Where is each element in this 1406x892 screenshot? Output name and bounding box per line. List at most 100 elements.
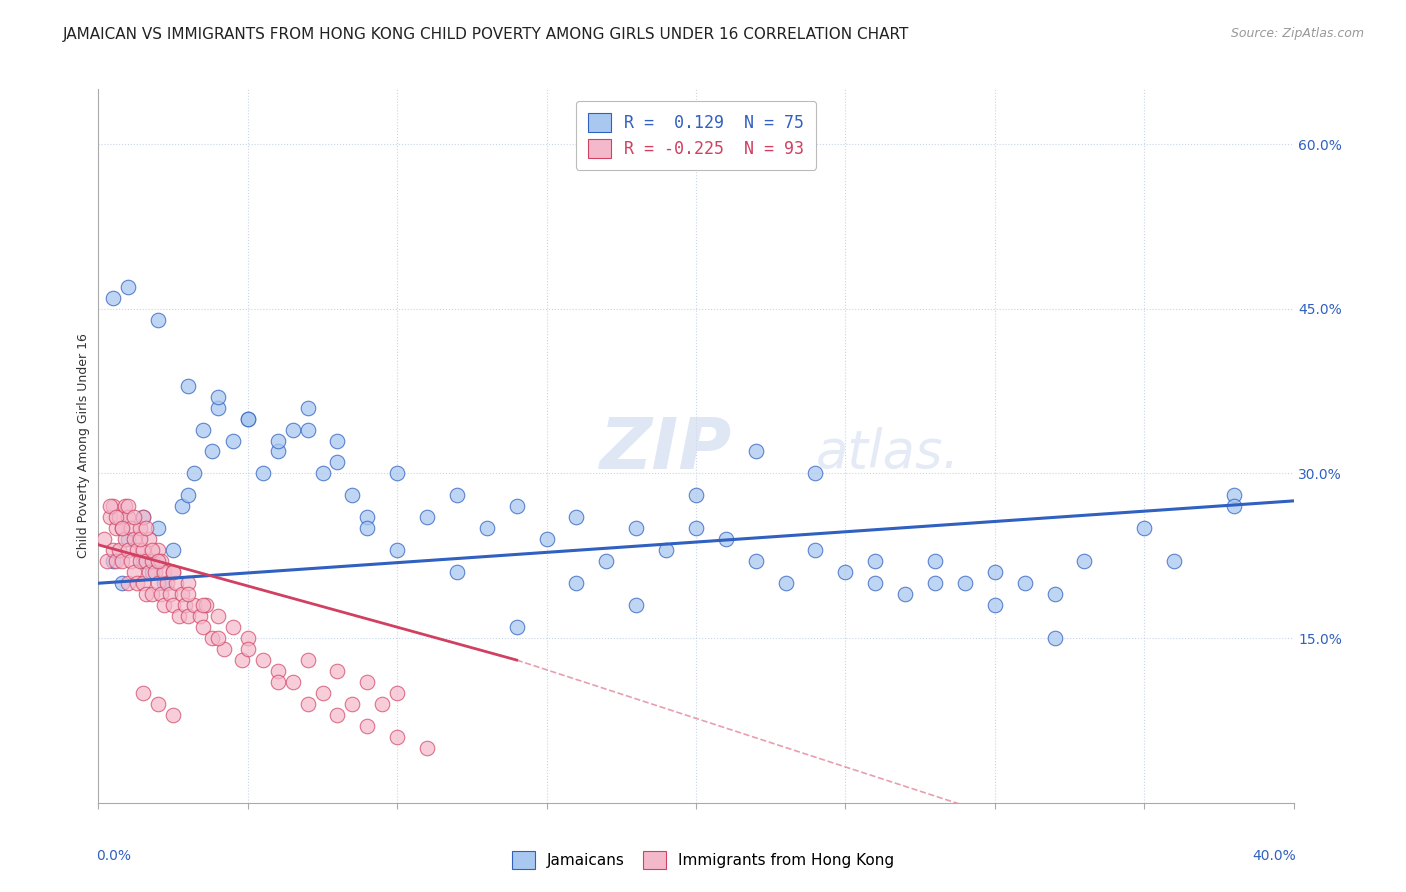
Point (984, 566, 1007, 580)
Point (865, 554, 887, 568)
Point (129, 521, 152, 535)
Point (191, 620, 214, 634)
Point (148, 576, 170, 591)
Point (177, 378, 200, 392)
Point (167, 609, 190, 624)
Point (150, 554, 173, 568)
Point (297, 653, 319, 667)
Point (114, 500, 136, 514)
Point (177, 576, 200, 591)
Point (311, 467, 333, 481)
Point (236, 631, 259, 645)
Point (156, 576, 179, 591)
Point (804, 467, 827, 481)
Point (924, 554, 946, 568)
Point (201, 631, 224, 645)
Point (326, 664, 349, 678)
Point (98, 500, 122, 514)
Point (93, 533, 115, 547)
Point (162, 566, 184, 580)
Point (281, 675, 304, 690)
Point (297, 423, 319, 437)
Point (385, 467, 409, 481)
Point (1043, 587, 1066, 601)
Point (297, 401, 319, 415)
Point (267, 675, 290, 690)
Point (177, 609, 200, 624)
Point (183, 598, 205, 612)
Point (141, 587, 163, 601)
Point (207, 401, 229, 415)
Point (124, 510, 146, 524)
Point (385, 730, 409, 744)
Point (356, 510, 378, 524)
Point (506, 500, 529, 514)
Point (117, 500, 139, 514)
Point (111, 521, 134, 535)
Point (655, 543, 678, 558)
Point (865, 576, 887, 591)
Point (834, 566, 856, 580)
Point (195, 598, 218, 612)
Point (342, 697, 364, 711)
Point (311, 686, 333, 700)
Point (416, 510, 439, 524)
Point (745, 554, 768, 568)
Point (267, 434, 290, 448)
Point (135, 587, 157, 601)
Point (165, 576, 187, 591)
Point (714, 533, 737, 547)
Point (129, 533, 152, 547)
Point (135, 554, 157, 568)
Point (103, 543, 125, 558)
Point (685, 521, 707, 535)
Point (138, 533, 160, 547)
Point (212, 642, 235, 657)
Point (105, 510, 128, 524)
Point (326, 708, 349, 723)
Point (297, 697, 319, 711)
Point (356, 719, 378, 733)
Text: JAMAICAN VS IMMIGRANTS FROM HONG KONG CHILD POVERTY AMONG GIRLS UNDER 16 CORRELA: JAMAICAN VS IMMIGRANTS FROM HONG KONG CH… (63, 27, 910, 42)
Point (132, 510, 155, 524)
Text: 0.0%: 0.0% (96, 849, 131, 863)
Point (385, 686, 409, 700)
Point (120, 554, 142, 568)
Point (148, 312, 170, 326)
Point (446, 566, 468, 580)
Point (177, 587, 200, 601)
Point (105, 554, 128, 568)
Point (371, 697, 394, 711)
Point (117, 543, 139, 558)
Point (191, 423, 214, 437)
Text: Source: ZipAtlas.com: Source: ZipAtlas.com (1230, 27, 1364, 40)
Point (416, 740, 439, 755)
Point (183, 467, 205, 481)
Point (201, 444, 224, 458)
Point (475, 521, 498, 535)
Point (222, 434, 245, 448)
Point (153, 598, 176, 612)
Point (129, 554, 152, 568)
Point (207, 631, 229, 645)
Point (1014, 576, 1036, 591)
Point (132, 686, 155, 700)
Point (1073, 554, 1095, 568)
Point (103, 500, 125, 514)
Text: 40.0%: 40.0% (1253, 849, 1296, 863)
Point (252, 653, 274, 667)
Point (117, 510, 139, 524)
Point (148, 697, 170, 711)
Y-axis label: Child Poverty Among Girls Under 16: Child Poverty Among Girls Under 16 (77, 334, 90, 558)
Point (685, 488, 707, 502)
Point (326, 434, 349, 448)
Text: atlas.: atlas. (815, 427, 960, 479)
Point (138, 566, 160, 580)
Point (745, 444, 768, 458)
Text: ZIP: ZIP (600, 415, 733, 484)
Point (177, 488, 200, 502)
Point (775, 576, 797, 591)
Point (236, 411, 259, 425)
Point (135, 521, 157, 535)
Point (120, 521, 142, 535)
